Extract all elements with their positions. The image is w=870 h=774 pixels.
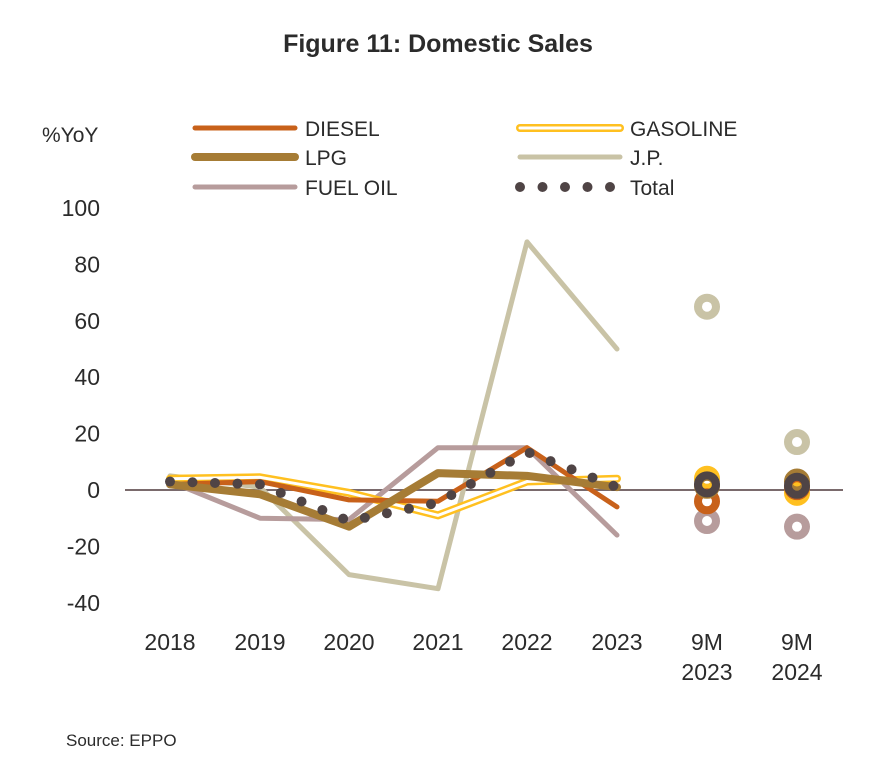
- y-tick-label: -40: [67, 590, 100, 616]
- plot-series: [165, 239, 810, 592]
- x-tick-label: 9M 2023: [681, 629, 732, 685]
- legend-item-diesel: DIESEL: [192, 118, 380, 141]
- y-tick-label: 100: [62, 195, 100, 221]
- series-j-p: [167, 239, 810, 592]
- legend-label: FUEL OIL: [305, 177, 398, 200]
- x-tick-label: 2021: [412, 629, 463, 655]
- legend-label: LPG: [305, 147, 347, 170]
- series-total: [165, 446, 810, 527]
- legend-item-total: Total: [515, 177, 674, 200]
- y-tick-label: 20: [74, 421, 100, 447]
- legend-label: J.P.: [630, 147, 663, 170]
- point-marker-fuel-oil: [694, 508, 720, 535]
- y-tick-label: 0: [87, 477, 100, 503]
- point-marker-j-p: [694, 293, 720, 320]
- point-marker-total: [784, 472, 810, 499]
- legend-item-j-p: J.P.: [517, 147, 663, 170]
- y-tick-label: 60: [74, 308, 100, 334]
- x-axis: 2018 2019 2020 2021 2022 2023 9M 2023 9M 2024: [144, 629, 822, 685]
- x-tick-label: 2023: [591, 629, 642, 655]
- point-marker-total: [694, 471, 720, 498]
- legend-item-gasoline: GASOLINE: [516, 118, 737, 141]
- point-marker-j-p: [784, 429, 810, 456]
- legend-label: GASOLINE: [630, 118, 737, 141]
- chart-title: Figure 11: Domestic Sales: [283, 30, 593, 58]
- series-line-j-p: [167, 239, 620, 592]
- legend-item-fuel-oil: FUEL OIL: [192, 177, 398, 200]
- x-tick-label: 2019: [234, 629, 285, 655]
- y-tick-label: 80: [74, 251, 100, 277]
- y-tick-label: 40: [74, 364, 100, 390]
- series-line-fuel-oil: [167, 445, 620, 538]
- legend: DIESEL GASOLINE LPG J.P. FUEL OIL Total: [191, 118, 737, 200]
- y-tick-label: -20: [67, 533, 100, 559]
- legend-label: Total: [630, 177, 674, 200]
- y-axis: 100 80 60 40 20 0 -20 -40: [62, 195, 100, 616]
- point-marker-fuel-oil: [784, 513, 810, 540]
- legend-item-lpg: LPG: [191, 147, 347, 170]
- x-tick-label: 2022: [501, 629, 552, 655]
- source-note: Source: EPPO: [66, 731, 177, 750]
- legend-label: DIESEL: [305, 118, 380, 141]
- x-tick-label: 9M 2024: [771, 629, 822, 685]
- series-line-lpg: [166, 469, 621, 531]
- x-tick-label: 2020: [323, 629, 374, 655]
- x-tick-label: 2018: [144, 629, 195, 655]
- y-axis-label: %YoY: [42, 124, 98, 147]
